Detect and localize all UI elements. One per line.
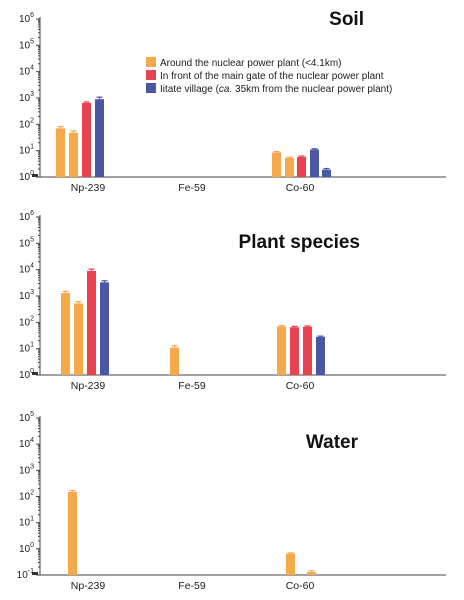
x-tick-label: Co-60 (286, 580, 315, 592)
y-tick-label: 100 (19, 368, 34, 381)
bar (74, 303, 83, 375)
panel-1: 100 101 102 103 104 105 106 Np-239 Fe-59 Co-60 Pla… (19, 210, 446, 392)
bar (56, 128, 65, 177)
y-tick-label: 106 (19, 210, 34, 223)
x-tick-label: Np-239 (71, 380, 106, 392)
x-tick-label: Fe-59 (178, 580, 206, 592)
legend-swatch (146, 83, 156, 93)
bar (285, 157, 294, 177)
legend-swatch (146, 57, 156, 67)
bar (170, 347, 179, 375)
bar (310, 149, 319, 177)
x-tick-label: Fe-59 (178, 380, 206, 392)
bar (277, 326, 286, 375)
y-tick-label: 102 (19, 315, 34, 328)
y-tick-label: 100 (19, 542, 34, 555)
panel-title: Water (306, 432, 359, 453)
panel-2: 10-1 100 101 102 103 104 105 Np-239 Fe-59 Co-60 Wa… (17, 411, 446, 592)
legend-label: In front of the main gate of the nuclear… (160, 71, 384, 82)
x-tick-label: Np-239 (71, 580, 106, 592)
y-tick-label: 104 (19, 437, 34, 450)
origin-marker (32, 572, 38, 575)
y-tick-label: 100 (19, 170, 34, 183)
bar (100, 282, 109, 375)
legend-swatch (146, 70, 156, 80)
bar (303, 326, 312, 375)
y-tick-label: 101 (19, 144, 34, 157)
panel-title: Soil (329, 9, 364, 30)
bar (61, 292, 70, 375)
y-tick-label: 106 (19, 12, 34, 25)
bar (307, 572, 316, 575)
y-tick-label: 104 (19, 263, 34, 276)
x-tick-label: Np-239 (71, 182, 106, 194)
bar (286, 553, 295, 575)
bar (322, 169, 331, 177)
y-tick-label: 102 (19, 490, 34, 503)
legend-label: Around the nuclear power plant (<4.1km) (160, 58, 342, 69)
y-tick-label: 105 (19, 411, 34, 424)
bar (316, 336, 325, 375)
y-tick-label: 101 (19, 516, 34, 529)
bar (69, 132, 78, 177)
legend: Around the nuclear power plant (<4.1km) I… (146, 57, 392, 95)
bar (68, 491, 77, 575)
y-tick-label: 104 (19, 65, 34, 78)
y-tick-label: 105 (19, 236, 34, 249)
y-tick-label: 105 (19, 38, 34, 51)
x-tick-label: Co-60 (286, 380, 315, 392)
bar (87, 270, 96, 375)
bar (95, 99, 104, 177)
panel-0: 100 101 102 103 104 105 106 Np-239 Fe-59 Co-60 Soi… (19, 9, 446, 194)
y-tick-label: 101 (19, 342, 34, 355)
y-tick-label: 10-1 (17, 568, 34, 581)
x-tick-label: Co-60 (286, 182, 315, 194)
bar (82, 102, 91, 177)
origin-marker (32, 174, 38, 177)
y-tick-label: 103 (19, 91, 34, 104)
origin-marker (32, 372, 38, 375)
x-tick-label: Fe-59 (178, 182, 206, 194)
y-tick-label: 103 (19, 463, 34, 476)
y-tick-label: 103 (19, 289, 34, 302)
y-tick-label: 102 (19, 117, 34, 130)
bar (290, 327, 299, 375)
bar (272, 152, 281, 177)
panel-title: Plant species (239, 232, 360, 253)
bar (297, 156, 306, 177)
legend-label: Iitate village (ca. 35km from the nuclea… (160, 84, 392, 95)
